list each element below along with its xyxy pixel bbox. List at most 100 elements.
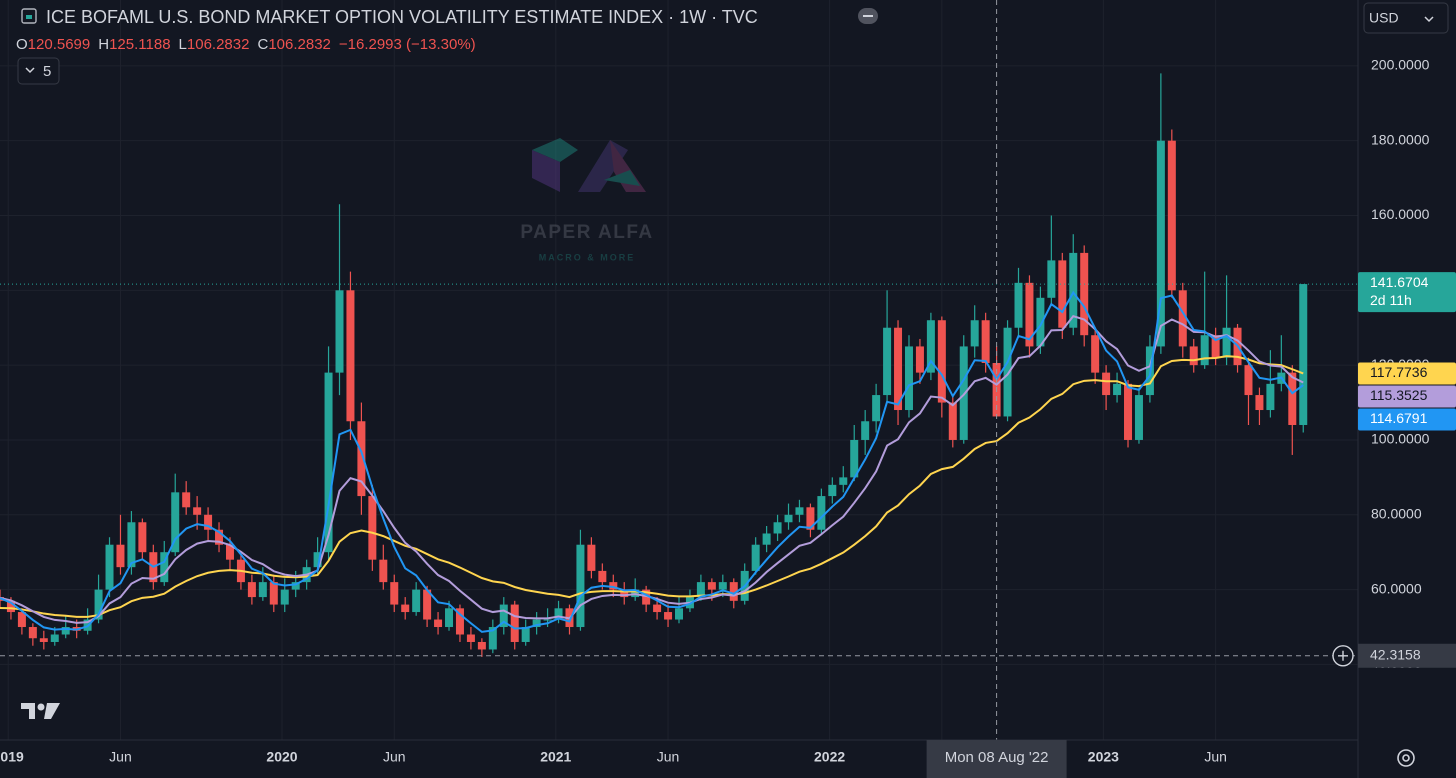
collapse-icon (863, 15, 873, 17)
legend-header: ICE BOFAML U.S. BOND MARKET OPTION VOLAT… (16, 7, 878, 85)
candle-body (675, 608, 683, 620)
watermark-logo (532, 138, 578, 162)
add-alert-icon (1338, 650, 1348, 661)
indicators-toggle[interactable] (17, 57, 60, 85)
candle-body (1244, 365, 1253, 396)
candle-body (50, 634, 59, 642)
candle-body (653, 604, 662, 613)
candle-body (817, 496, 826, 530)
candle-body (94, 589, 103, 620)
x-tick-label: Jun (109, 749, 132, 765)
candle-body (488, 627, 497, 650)
candle-body (357, 421, 366, 497)
watermark-logo (578, 140, 628, 192)
symbol-icon (26, 15, 32, 19)
ma-price-label: 117.7736 (1370, 364, 1428, 380)
candle-body (335, 290, 344, 373)
candle-body (926, 320, 935, 373)
candle-body (543, 619, 552, 621)
ma-price-box (1358, 408, 1456, 431)
ohlc-value: 106.2832 (187, 36, 250, 53)
candle-body (609, 582, 618, 590)
candle-body (1266, 383, 1275, 411)
x-tick-label: 2020 (266, 749, 297, 765)
candle-body (6, 600, 15, 613)
overlay (0, 0, 1358, 740)
ohlc-label: H (98, 36, 109, 53)
candle-body (937, 320, 946, 403)
crosshair-date-box (926, 740, 1067, 778)
candle-body (28, 627, 37, 639)
candle-body (1003, 327, 1012, 417)
indicator-count: 5 (43, 63, 51, 80)
ohlc-row: O120.5699 H125.1188 L106.2832 C106.2832 −16.… (16, 36, 476, 53)
last-price-label: 141.6704 (1370, 274, 1429, 290)
candle-body (17, 612, 26, 628)
candle-body (1299, 284, 1308, 425)
candle-body (729, 582, 738, 601)
candle-body (160, 552, 169, 583)
candle-body (204, 514, 213, 530)
ohlc-value: 120.5699 (28, 36, 91, 53)
settings-button[interactable] (1397, 749, 1415, 767)
candle-body (1058, 260, 1067, 328)
candle-body (1080, 252, 1089, 336)
candle-body (1167, 140, 1176, 291)
candle-body (477, 641, 486, 650)
candle-body (1222, 327, 1231, 358)
currency-selector[interactable]: USD (1363, 2, 1449, 34)
tradingview-logo[interactable] (21, 703, 60, 719)
candle-body (587, 544, 596, 571)
candle-body (455, 608, 464, 635)
currency-button[interactable] (1363, 2, 1449, 34)
symbol-icon[interactable] (21, 8, 37, 24)
candle-body (970, 320, 979, 347)
candle-body (718, 582, 727, 590)
y-tick-label: 80.0000 (1371, 505, 1422, 521)
candle-body (1113, 383, 1122, 396)
time-axis-labels: 2019Jun2020Jun2021Jun2022Jun2023JunMon 0… (0, 740, 1227, 778)
y-tick-label: 60.0000 (1371, 580, 1422, 596)
watermark-logo (604, 170, 640, 186)
candle-body (434, 619, 443, 628)
candle-body (445, 608, 454, 628)
watermark-name: PAPER ALFA (520, 222, 653, 243)
candle-body (105, 544, 114, 590)
candle-body (620, 589, 629, 598)
candle-body (532, 619, 541, 628)
candle-body (1211, 335, 1220, 358)
candle-body (795, 507, 804, 515)
candle-body (138, 522, 147, 553)
watermark-logo (610, 140, 646, 192)
candle-body (981, 320, 990, 364)
candle-body (401, 604, 410, 613)
logo-part (44, 703, 60, 719)
crosshair-price-label: 42.3158 (1370, 646, 1421, 662)
candle-body (225, 544, 234, 560)
candle-body (1255, 395, 1264, 411)
candle-body (215, 529, 224, 545)
x-tick-label: Jun (657, 749, 680, 765)
ma-price-label: 114.6791 (1370, 410, 1428, 426)
candle-body (576, 544, 585, 628)
candle-body (466, 634, 475, 642)
candle-body (379, 559, 388, 583)
y-tick-label: 160.0000 (1371, 206, 1430, 222)
candle-body (127, 522, 136, 568)
candle-body (773, 522, 782, 534)
ma-price-box (1358, 385, 1456, 408)
candle-body (313, 552, 322, 568)
candle-body (904, 346, 913, 411)
logo-part (37, 703, 45, 711)
candle-body (510, 604, 519, 642)
watermark-tagline: MACRO & MORE (539, 252, 636, 262)
moving-average-line (0, 355, 1304, 618)
candle-body (883, 327, 892, 396)
candle-body (839, 477, 848, 485)
candle-body (948, 402, 957, 440)
gear-icon (1397, 749, 1415, 767)
x-tick-label: 2019 (0, 749, 24, 765)
candle-body (61, 627, 70, 635)
candle-body (915, 346, 924, 373)
